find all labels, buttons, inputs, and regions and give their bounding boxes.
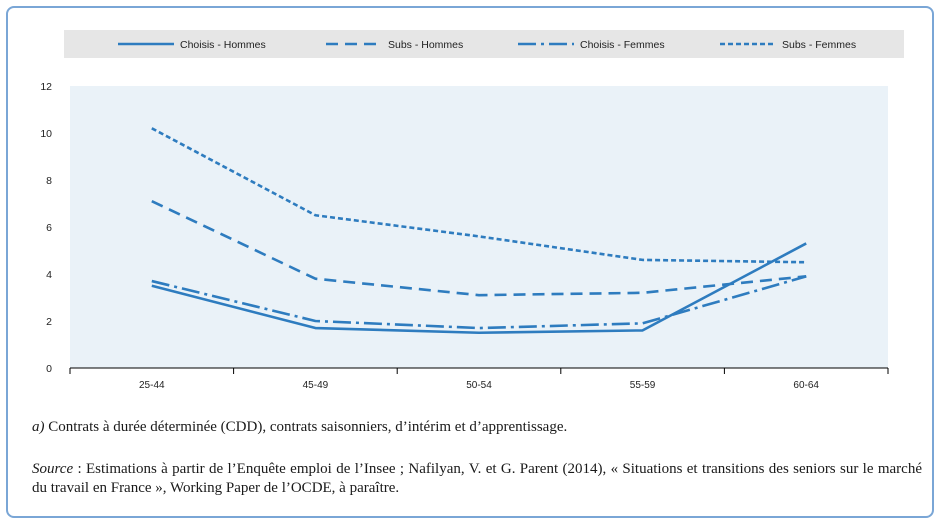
x-tick-label-1: 25-44 <box>139 380 165 391</box>
y-tick-label-10: 10 <box>40 128 52 140</box>
x-tick-label-4: 55-59 <box>630 380 656 391</box>
legend-label-2: Subs - Hommes <box>388 39 463 51</box>
x-tick-label-2: 45-49 <box>303 380 329 391</box>
source-text: : Estimations à partir de l’Enquête empl… <box>32 461 922 496</box>
source-label: Source <box>32 461 74 477</box>
footnote-a-text: Contrats à durée déterminée (CDD), contr… <box>44 419 568 435</box>
y-tick-label-0: 0 <box>46 363 52 375</box>
y-tick-label-8: 8 <box>46 175 52 187</box>
x-tick-label-5: 60-64 <box>793 380 819 391</box>
series-line-4 <box>151 127 807 264</box>
footnote-a-marker: a) <box>32 419 45 435</box>
series-line-3 <box>151 275 807 330</box>
legend-label-4: Subs - Femmes <box>782 39 856 51</box>
x-tick-label-3: 50-54 <box>466 380 492 391</box>
y-tick-label-12: 12 <box>40 81 52 93</box>
legend-label-1: Choisis - Hommes <box>180 39 266 51</box>
figure-frame: Choisis - Hommes Subs - Hommes Choisis - F… <box>6 6 934 518</box>
footnote-a: a) Contrats à durée déterminée (CDD), co… <box>32 418 922 437</box>
y-tick-label-2: 2 <box>46 316 52 328</box>
y-tick-label-6: 6 <box>46 222 52 234</box>
line-chart: Choisis - Hommes Subs - Hommes Choisis - F… <box>40 30 904 391</box>
y-tick-label-4: 4 <box>46 269 52 281</box>
legend-label-3: Choisis - Femmes <box>580 39 665 51</box>
source-note: Source : Estimations à partir de l’Enquê… <box>32 460 922 498</box>
plot-area <box>70 86 888 368</box>
